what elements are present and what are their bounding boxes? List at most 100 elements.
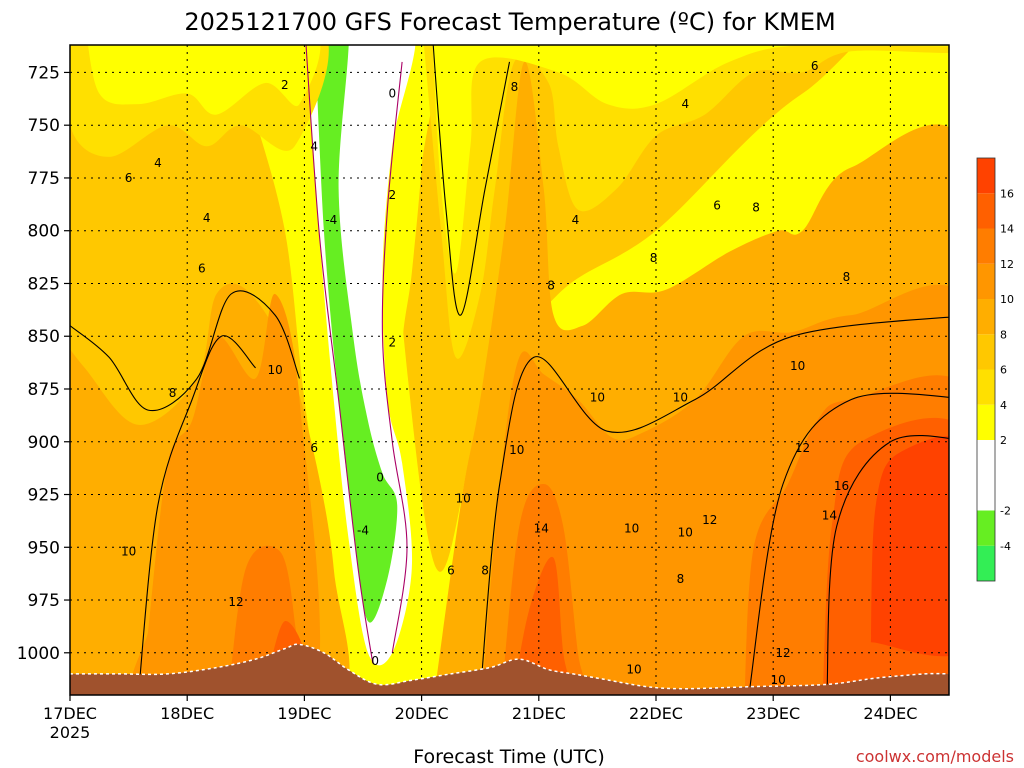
- y-tick-label: 750: [28, 116, 60, 136]
- band-4-top-east: [423, 45, 949, 359]
- colorbar-label: 4: [1000, 399, 1007, 412]
- contour-line-2-east: [432, 45, 511, 316]
- colorbar-swatch: [977, 545, 995, 581]
- band-neg4-cold-core: [315, 45, 398, 623]
- contour-label: 10: [455, 492, 470, 506]
- contour-line-8: [70, 290, 301, 412]
- contour-label: 6: [310, 441, 318, 455]
- contour-label: 10: [626, 663, 641, 677]
- plot-area: 2 4 4 4 6 6 8 10 10 12 6 -4 0 2 2 0 -4 0 6 8 10 10 14 8 4 8 10 10 10…: [70, 45, 949, 695]
- contour-label: 2: [388, 188, 396, 202]
- contour-label: 10: [673, 390, 688, 404]
- y-tick-label: 775: [28, 169, 60, 189]
- contour-label: 8: [169, 386, 177, 400]
- credit-text: coolwx.com/models: [856, 747, 1014, 766]
- contour-label: 10: [590, 390, 605, 404]
- y-tick-label: 850: [28, 327, 60, 347]
- contour-label: 8: [547, 279, 555, 293]
- x-axis-label: Forecast Time (UTC): [413, 746, 604, 768]
- contour-label: 10: [509, 443, 524, 457]
- colorbar-swatch: [977, 228, 995, 264]
- colorbar-swatch: [977, 193, 995, 229]
- contour-label: 6: [447, 563, 455, 577]
- y-tick-label: 1000: [17, 644, 60, 664]
- colorbar-label: 12: [1000, 258, 1014, 271]
- contour-label: 10: [267, 363, 282, 377]
- colorbar-swatch: [977, 369, 995, 405]
- contour-label: 10: [770, 673, 785, 687]
- contour-label: 10: [121, 544, 136, 558]
- contour-line-14-far: [826, 435, 949, 695]
- x-tick-label: 17DEC: [43, 704, 97, 723]
- colorbar-label: 14: [1000, 223, 1014, 236]
- contour-label: 6: [713, 198, 721, 212]
- contour-label: 0: [371, 654, 379, 668]
- y-tick-label: 900: [28, 433, 60, 453]
- contour-label: 8: [511, 80, 519, 94]
- contour-label: 10: [678, 526, 693, 540]
- terrain-edge: [70, 643, 949, 690]
- contour-label: 12: [228, 595, 243, 609]
- x-tick-label: 18DEC: [160, 704, 214, 723]
- contour-line-12-east: [748, 392, 949, 695]
- x-tick-label: 20DEC: [395, 704, 449, 723]
- contour-label: 12: [702, 513, 717, 527]
- band-2-top-west: [88, 45, 321, 115]
- colorbar-label: 8: [1000, 328, 1007, 341]
- colorbar-swatch: [977, 510, 995, 546]
- contour-label: 10: [790, 359, 805, 373]
- contour-label: 6: [811, 59, 819, 73]
- contour-label: 4: [572, 213, 580, 227]
- x-tick-label: 21DEC: [512, 704, 566, 723]
- colorbar-swatch: [977, 334, 995, 370]
- colorbar-label: -4: [1000, 540, 1011, 553]
- terrain-ground: [70, 644, 949, 695]
- contour-label: 8: [650, 251, 658, 265]
- contour-label: 0: [388, 87, 396, 101]
- x-tick-label: 19DEC: [277, 704, 331, 723]
- contour-label: 4: [310, 139, 318, 153]
- contour-label: 8: [843, 270, 851, 284]
- x-tick-label: 23DEC: [746, 704, 800, 723]
- colorbar-swatch: [977, 299, 995, 335]
- contour-label: 4: [154, 156, 162, 170]
- contour-label: -4: [357, 523, 369, 537]
- contour-label: 8: [677, 572, 685, 586]
- plot-frame: [69, 44, 950, 696]
- contour-line-10-east: [479, 316, 949, 695]
- colorbar-frame: [976, 157, 996, 582]
- chart-title: 2025121700 GFS Forecast Temperature (ºC)…: [184, 8, 835, 36]
- contour-line-0-east: [381, 61, 408, 653]
- contour-label: 12: [795, 441, 810, 455]
- colorbar-swatch: [977, 158, 995, 194]
- contour-label: 4: [681, 97, 689, 111]
- colorbar-swatch: [977, 404, 995, 440]
- contour-label: 4: [203, 211, 211, 225]
- y-tick-label: 875: [28, 380, 60, 400]
- contour-label: 8: [752, 201, 760, 215]
- contour-label: 14: [822, 509, 837, 523]
- colorbar-label: 2: [1000, 434, 1007, 447]
- band-16-far: [870, 436, 949, 657]
- colorbar-label: 16: [1000, 187, 1014, 200]
- colorbar-label: 10: [1000, 293, 1014, 306]
- y-tick-label: 725: [28, 63, 60, 83]
- x-axis-year: 2025: [50, 723, 91, 742]
- contour-label: 6: [198, 262, 206, 276]
- contour-label: 16: [834, 479, 849, 493]
- colorbar: 16 14 12 10 8 6 4 2 -2 -4: [976, 157, 1014, 582]
- y-tick-label: 925: [28, 486, 60, 506]
- contour-label: 6: [125, 171, 133, 185]
- contour-label: 12: [775, 646, 790, 660]
- x-tick-label: 22DEC: [629, 704, 683, 723]
- contour-label: -4: [325, 213, 337, 227]
- contour-label: 0: [376, 471, 384, 485]
- y-tick-label: 975: [28, 591, 60, 611]
- y-tick-label: 825: [28, 274, 60, 294]
- y-tick-label: 950: [28, 538, 60, 558]
- contour-line-0-west: [305, 45, 374, 664]
- contour-label: 8: [481, 563, 489, 577]
- colorbar-swatch: [977, 440, 995, 511]
- contour-label: 14: [534, 521, 549, 535]
